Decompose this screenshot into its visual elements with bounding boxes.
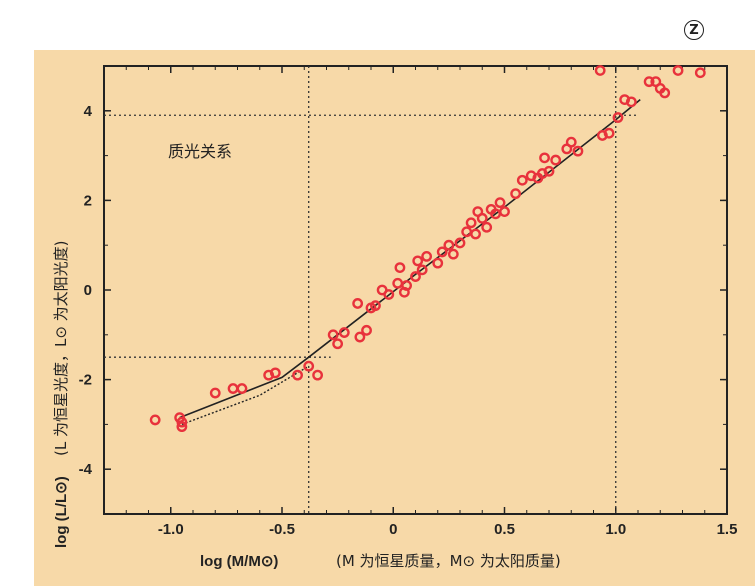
data-point (394, 262, 406, 273)
y-tick-label: 0 (84, 282, 92, 299)
data-point (412, 255, 424, 267)
data-point (465, 217, 477, 229)
data-point (594, 65, 606, 76)
data-point (303, 360, 315, 372)
x-tick-label: 1.5 (717, 521, 738, 538)
x-tick-label: -1.0 (158, 521, 184, 538)
y-axis-note: (L 为恒星光度，L⊙ 为太阳光度) (52, 240, 70, 456)
data-point (470, 228, 481, 240)
data-point (550, 154, 562, 166)
plot-area: -1.0 -0.5 0 0.5 1.0 1.5 -4 -2 0 2 4 (79, 65, 738, 538)
data-point (327, 329, 339, 341)
data-point (370, 300, 381, 312)
y-axis-label: log (L/L⊙) (53, 476, 70, 548)
data-point (516, 174, 528, 186)
data-point (292, 369, 303, 381)
x-axis-label: log (M/M⊙) (200, 553, 278, 570)
data-point (539, 152, 550, 164)
data-point (510, 188, 522, 200)
data-point (149, 414, 161, 426)
y-tick-label: 4 (84, 103, 93, 120)
data-point (612, 112, 624, 123)
data-point (227, 383, 239, 394)
x-tick-label: -0.5 (269, 521, 295, 538)
fit-line-dotted (181, 365, 310, 426)
x-axis-note: (M 为恒星质量，M⊙ 为太阳质量) (336, 552, 561, 570)
y-tick-label: -2 (79, 372, 92, 389)
x-tick-label: 1.0 (605, 521, 626, 538)
data-point (338, 327, 350, 338)
data-point (410, 271, 421, 282)
data-point (694, 67, 706, 79)
data-point (543, 165, 555, 177)
data-point (454, 237, 466, 249)
data-point (312, 369, 323, 381)
data-point (383, 289, 395, 300)
data-point (269, 367, 281, 379)
y-tick-label: 2 (84, 192, 92, 209)
data-point (625, 96, 637, 108)
data-point (352, 298, 364, 309)
data-point (354, 331, 366, 343)
z-badge: Z (684, 20, 704, 40)
data-point (392, 277, 404, 289)
chart-annotation: 质光关系 (168, 142, 232, 161)
fit-line (179, 98, 641, 419)
plot-frame (103, 65, 728, 515)
data-point (481, 221, 493, 233)
y-tick-label: -4 (79, 461, 93, 478)
data-point (209, 387, 221, 399)
data-point (361, 324, 372, 336)
x-tick-label: 0 (389, 521, 397, 538)
data-point (236, 383, 248, 394)
data-point (603, 127, 615, 139)
data-point (443, 239, 455, 251)
data-point (572, 145, 584, 157)
data-point (447, 248, 459, 260)
data-point (432, 257, 444, 269)
data-point (494, 197, 506, 209)
data-point (416, 264, 428, 276)
data-point (659, 87, 671, 99)
data-point (176, 421, 188, 433)
data-point (643, 76, 655, 88)
data-point (476, 212, 488, 224)
x-tick-label: 0.5 (494, 521, 515, 538)
data-point (176, 416, 188, 428)
data-point (499, 206, 510, 218)
chart-panel (34, 50, 755, 586)
data-point (436, 246, 448, 258)
data-point (332, 338, 344, 350)
data-point (672, 65, 684, 76)
data-point (565, 136, 577, 148)
data-point (401, 280, 412, 291)
y-axis-title-group: log (L/L⊙) (L 为恒星光度，L⊙ 为太阳光度) (52, 240, 70, 548)
data-point (421, 250, 433, 262)
